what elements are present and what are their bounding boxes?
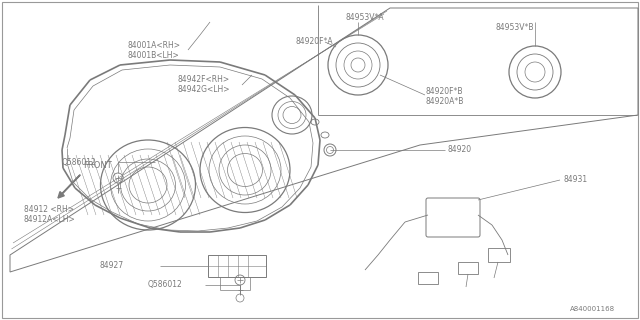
Text: A840001168: A840001168	[570, 306, 615, 312]
Text: 84920F*B: 84920F*B	[425, 87, 463, 97]
Text: 84931: 84931	[563, 175, 587, 185]
Bar	[418, 272, 438, 284]
Text: 84912A<LH>: 84912A<LH>	[24, 215, 76, 225]
Text: Q586012: Q586012	[62, 157, 97, 166]
Text: 84953V*B: 84953V*B	[495, 23, 534, 33]
Text: Q586012: Q586012	[148, 281, 183, 290]
Bar	[458, 262, 478, 274]
Text: 84942F<RH>: 84942F<RH>	[178, 76, 230, 84]
Bar	[208, 255, 266, 277]
Text: 84001B<LH>: 84001B<LH>	[128, 51, 180, 60]
Bar	[488, 248, 510, 262]
Text: 84927: 84927	[100, 261, 124, 270]
FancyArrow shape	[58, 175, 80, 198]
Text: 84912 <RH>: 84912 <RH>	[24, 205, 74, 214]
Text: 84920: 84920	[448, 146, 472, 155]
Text: FRONT: FRONT	[83, 161, 112, 170]
Text: 84953V*A: 84953V*A	[345, 13, 383, 22]
Text: 84001A<RH>: 84001A<RH>	[128, 41, 181, 50]
Text: 84942G<LH>: 84942G<LH>	[178, 85, 230, 94]
Text: 84920F*A: 84920F*A	[296, 37, 333, 46]
Text: 84920A*B: 84920A*B	[425, 98, 463, 107]
